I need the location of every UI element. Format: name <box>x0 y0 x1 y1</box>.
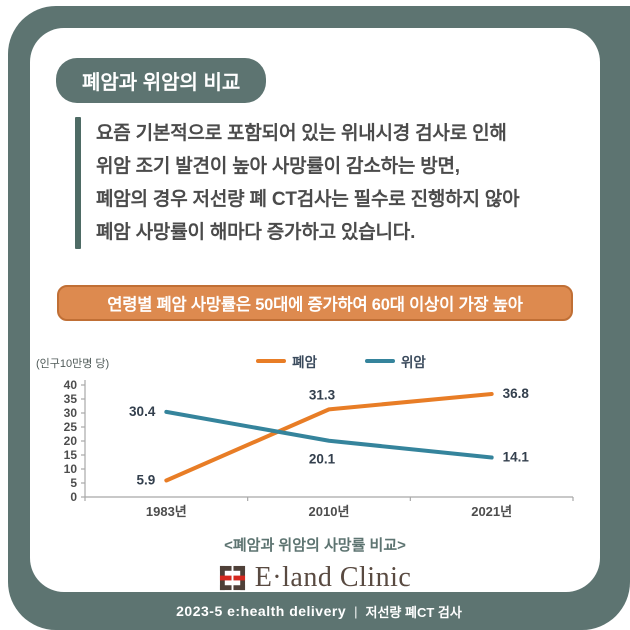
clinic-logo: E·land Clinic <box>30 562 600 592</box>
footer-topic-label: 저선량 폐CT 검사 <box>365 604 462 620</box>
clinic-logo-text: E·land Clinic <box>254 562 412 592</box>
chart-caption: <폐암과 위암의 사망률 비교> <box>224 537 406 554</box>
svg-text:2010년: 2010년 <box>309 504 350 519</box>
legend-label-stomach: 위암 <box>401 355 426 370</box>
svg-text:25: 25 <box>64 420 78 434</box>
footer-issue-label: 2023-5 e:health delivery <box>176 603 347 619</box>
svg-text:31.3: 31.3 <box>309 387 336 402</box>
intro-line: 폐암의 경우 저선량 폐 CT검사는 필수로 진행하지 않아 <box>96 189 520 210</box>
svg-text:30: 30 <box>64 406 78 420</box>
svg-text:15: 15 <box>64 448 78 462</box>
chart-legend: 폐암 위암 <box>56 351 600 371</box>
svg-text:14.1: 14.1 <box>503 450 530 465</box>
intro-line: 폐암 사망률이 해마다 증가하고 있습니다. <box>96 222 416 243</box>
page-title-label: 폐암과 위암의 비교 <box>82 72 241 94</box>
y-axis-unit-label: (인구10만명 당) <box>36 358 110 370</box>
svg-text:2021년: 2021년 <box>471 504 512 519</box>
svg-text:40: 40 <box>64 378 78 392</box>
svg-text:5: 5 <box>70 476 77 490</box>
intro-lines: 요즘 기본적으로 포함되어 있는 위내시경 검사로 인해 위암 조기 발견이 높… <box>81 117 520 249</box>
intro-line: 요즘 기본적으로 포함되어 있는 위내시경 검사로 인해 <box>96 123 507 144</box>
intro-line: 위암 조기 발견이 높아 사망률이 감소하는 방면, <box>96 156 460 177</box>
chart-header: (인구10만명 당) 폐암 위암 <box>30 351 600 373</box>
svg-text:30.4: 30.4 <box>129 404 156 419</box>
lung-line-swatch-icon <box>256 359 287 363</box>
svg-text:0: 0 <box>70 490 77 504</box>
highlight-banner: 연령별 폐암 사망률은 50대에 증가하여 60대 이상이 가장 높아 <box>57 285 573 321</box>
legend-item-lung: 폐암 <box>256 351 317 371</box>
content-panel: 폐암과 위암의 비교 요즘 기본적으로 포함되어 있는 위내시경 검사로 인해 … <box>30 28 600 592</box>
svg-text:5.9: 5.9 <box>137 472 156 487</box>
stomach-line-swatch-icon <box>365 359 395 363</box>
svg-text:20.1: 20.1 <box>309 452 336 467</box>
svg-text:1983년: 1983년 <box>146 504 187 519</box>
quote-bar <box>75 117 81 249</box>
svg-text:10: 10 <box>64 462 78 476</box>
teal-frame: 폐암과 위암의 비교 요즘 기본적으로 포함되어 있는 위내시경 검사로 인해 … <box>8 6 630 630</box>
svg-text:36.8: 36.8 <box>503 386 530 401</box>
svg-text:20: 20 <box>64 434 78 448</box>
legend-item-stomach: 위암 <box>365 351 426 371</box>
footer-separator: | <box>354 603 358 619</box>
intro-paragraph: 요즘 기본적으로 포함되어 있는 위내시경 검사로 인해 위암 조기 발견이 높… <box>75 117 600 249</box>
svg-text:35: 35 <box>64 392 78 406</box>
legend-label-lung: 폐암 <box>292 355 317 370</box>
footer-bar: 2023-5 e:health delivery | 저선량 폐CT 검사 <box>8 599 630 623</box>
eland-logo-icon <box>219 565 245 590</box>
page-title: 폐암과 위암의 비교 <box>56 58 267 103</box>
